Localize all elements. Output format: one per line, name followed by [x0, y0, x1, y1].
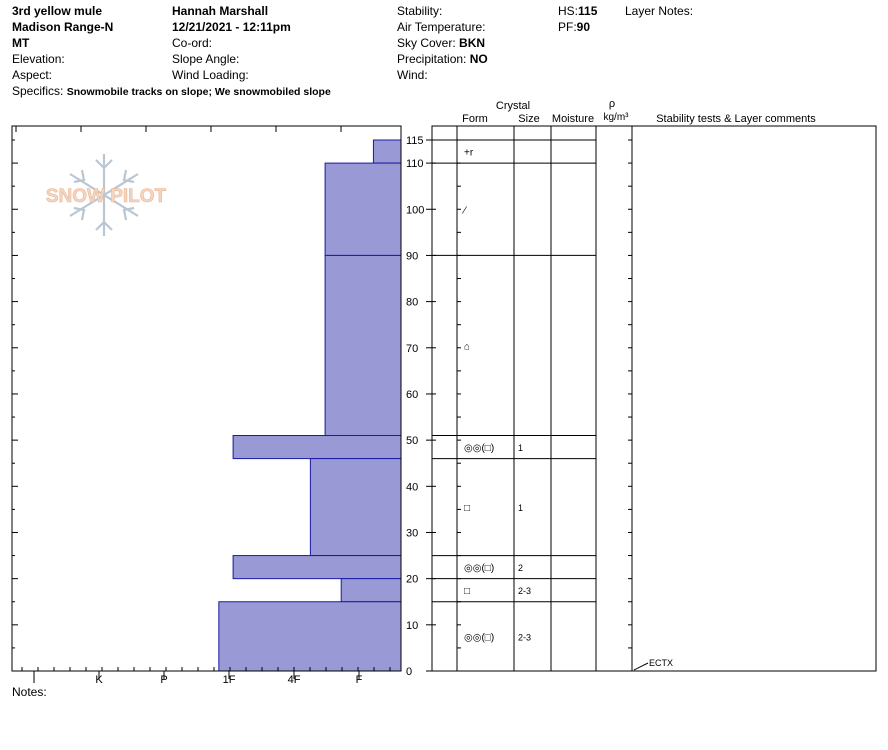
form-header: Form: [462, 113, 488, 125]
specifics: Specifics: Snowmobile tracks on slope; W…: [12, 83, 331, 100]
stability-label: Stability:: [397, 4, 443, 18]
layer-size-5: 1: [518, 503, 523, 513]
hardness-bar-2: [324, 162, 402, 256]
layer-form-4: ◎◎(□): [464, 443, 494, 454]
layer-notes-label: Layer Notes:: [625, 4, 694, 18]
coord-label: Co-ord:: [172, 36, 213, 50]
moisture-header: Moisture: [552, 113, 594, 125]
layer-form-8: ◎◎(□): [464, 632, 494, 643]
wind-label: Wind:: [397, 68, 428, 82]
precipitation-label: Precipitation:: [397, 52, 467, 66]
hardness-bar-8: [218, 601, 402, 672]
slope-angle-label: Slope Angle:: [172, 52, 240, 66]
pf: PF:90: [558, 19, 590, 35]
depth-axis: 0 10 20 30 40 50 60 70 80 90 100 110 115: [406, 135, 632, 678]
depth-tick-label: 10: [406, 620, 418, 632]
depth-tick-label: 110: [406, 158, 424, 170]
notes-label: Notes:: [12, 685, 47, 699]
hardness-tick-label: I: [32, 674, 35, 686]
depth-tick-label: 40: [406, 481, 418, 493]
hardness-axis: I K P 1F 4F F: [12, 126, 391, 686]
sky-cover-value: BKN: [459, 36, 486, 50]
test-result-label: ECTX: [649, 658, 673, 668]
layer-size-6: 2: [518, 563, 523, 573]
layer-table-frame: [431, 125, 877, 672]
layer-form-6: ◎◎(□): [464, 563, 494, 574]
depth-tick-label: 20: [406, 574, 418, 586]
precipitation-value: NO: [469, 52, 488, 66]
depth-tick-label: 30: [406, 527, 418, 539]
layer-form-1: +r: [464, 148, 474, 159]
layer-form-5: □: [464, 503, 470, 514]
hardness-tick-label: P: [160, 674, 167, 686]
hardness-bar-6: [232, 555, 402, 580]
hardness-tick-label: 4F: [288, 674, 301, 686]
hardness-tick-label: F: [356, 674, 363, 686]
stability-tests: ECTX: [633, 658, 673, 671]
observer-name: Hannah Marshall: [172, 4, 269, 18]
logo-text: SNOW PILOT: [46, 186, 167, 207]
layer-form-3: ⌂: [464, 341, 470, 352]
depth-tick-label: 90: [406, 250, 418, 262]
depth-tick-label: 0: [406, 666, 412, 678]
air-temperature-label: Air Temperature:: [397, 20, 486, 34]
comments-header: Stability tests & Layer comments: [656, 113, 816, 125]
hs: HS:115: [558, 3, 597, 19]
depth-tick-label: 80: [406, 297, 418, 309]
depth-tick-label: 115: [406, 135, 424, 147]
sky-cover: Sky Cover: BKN: [397, 35, 485, 51]
layer-rows: +r ⁄ ⌂ ◎◎(□) 1 □ 1 ◎◎(□) 2 □ 2-3 ◎◎(□) 2-3: [432, 139, 596, 643]
snowflake-icon: [69, 154, 139, 236]
pf-label: PF:: [558, 20, 577, 34]
location-name: 3rd yellow mule: [12, 4, 103, 18]
depth-tick-label: 70: [406, 343, 418, 355]
sky-cover-label: Sky Cover:: [397, 36, 456, 50]
hardness-bar-3: [324, 254, 402, 437]
hs-value: 115: [578, 4, 598, 18]
crystal-header: Crystal: [496, 100, 530, 112]
observation-datetime: 12/21/2021 - 12:11pm: [172, 20, 291, 34]
specifics-value: Snowmobile tracks on slope; We snowmobil…: [66, 86, 331, 98]
precipitation: Precipitation: NO: [397, 51, 488, 67]
range-name: Madison Range-N: [12, 20, 114, 34]
elevation-label: Elevation:: [12, 52, 65, 66]
hardness-tick-label: K: [95, 674, 103, 686]
snowpilot-logo: SNOW PILOT: [46, 154, 167, 236]
layer-size-7: 2-3: [518, 586, 531, 596]
hardness-bar-7: [340, 578, 402, 603]
depth-tick-label: 100: [406, 204, 424, 216]
test-pointer: [633, 662, 649, 671]
hardness-tick-label: 1F: [223, 674, 236, 686]
aspect-label: Aspect:: [12, 68, 53, 82]
state-name: MT: [12, 36, 30, 50]
size-header: Size: [518, 113, 539, 125]
hardness-bar-4: [232, 435, 402, 460]
hardness-bar-5: [309, 458, 402, 557]
layer-form-2: ⁄: [461, 205, 467, 216]
pf-value: 90: [576, 20, 591, 34]
layer-size-4: 1: [518, 443, 523, 453]
depth-tick-label: 50: [406, 435, 418, 447]
depth-tick-label: 60: [406, 389, 418, 401]
hs-label: HS:: [558, 4, 579, 18]
hardness-frame: [11, 125, 402, 672]
density-unit: kg/m³: [604, 112, 630, 123]
hardness-bars: [218, 139, 402, 672]
specifics-label: Specifics:: [12, 84, 64, 98]
density-symbol: ρ: [609, 98, 615, 110]
hardness-bar-1: [372, 139, 402, 164]
layer-form-7: □: [464, 586, 470, 597]
layer-size-8: 2-3: [518, 632, 531, 642]
wind-loading-label: Wind Loading:: [172, 68, 249, 82]
